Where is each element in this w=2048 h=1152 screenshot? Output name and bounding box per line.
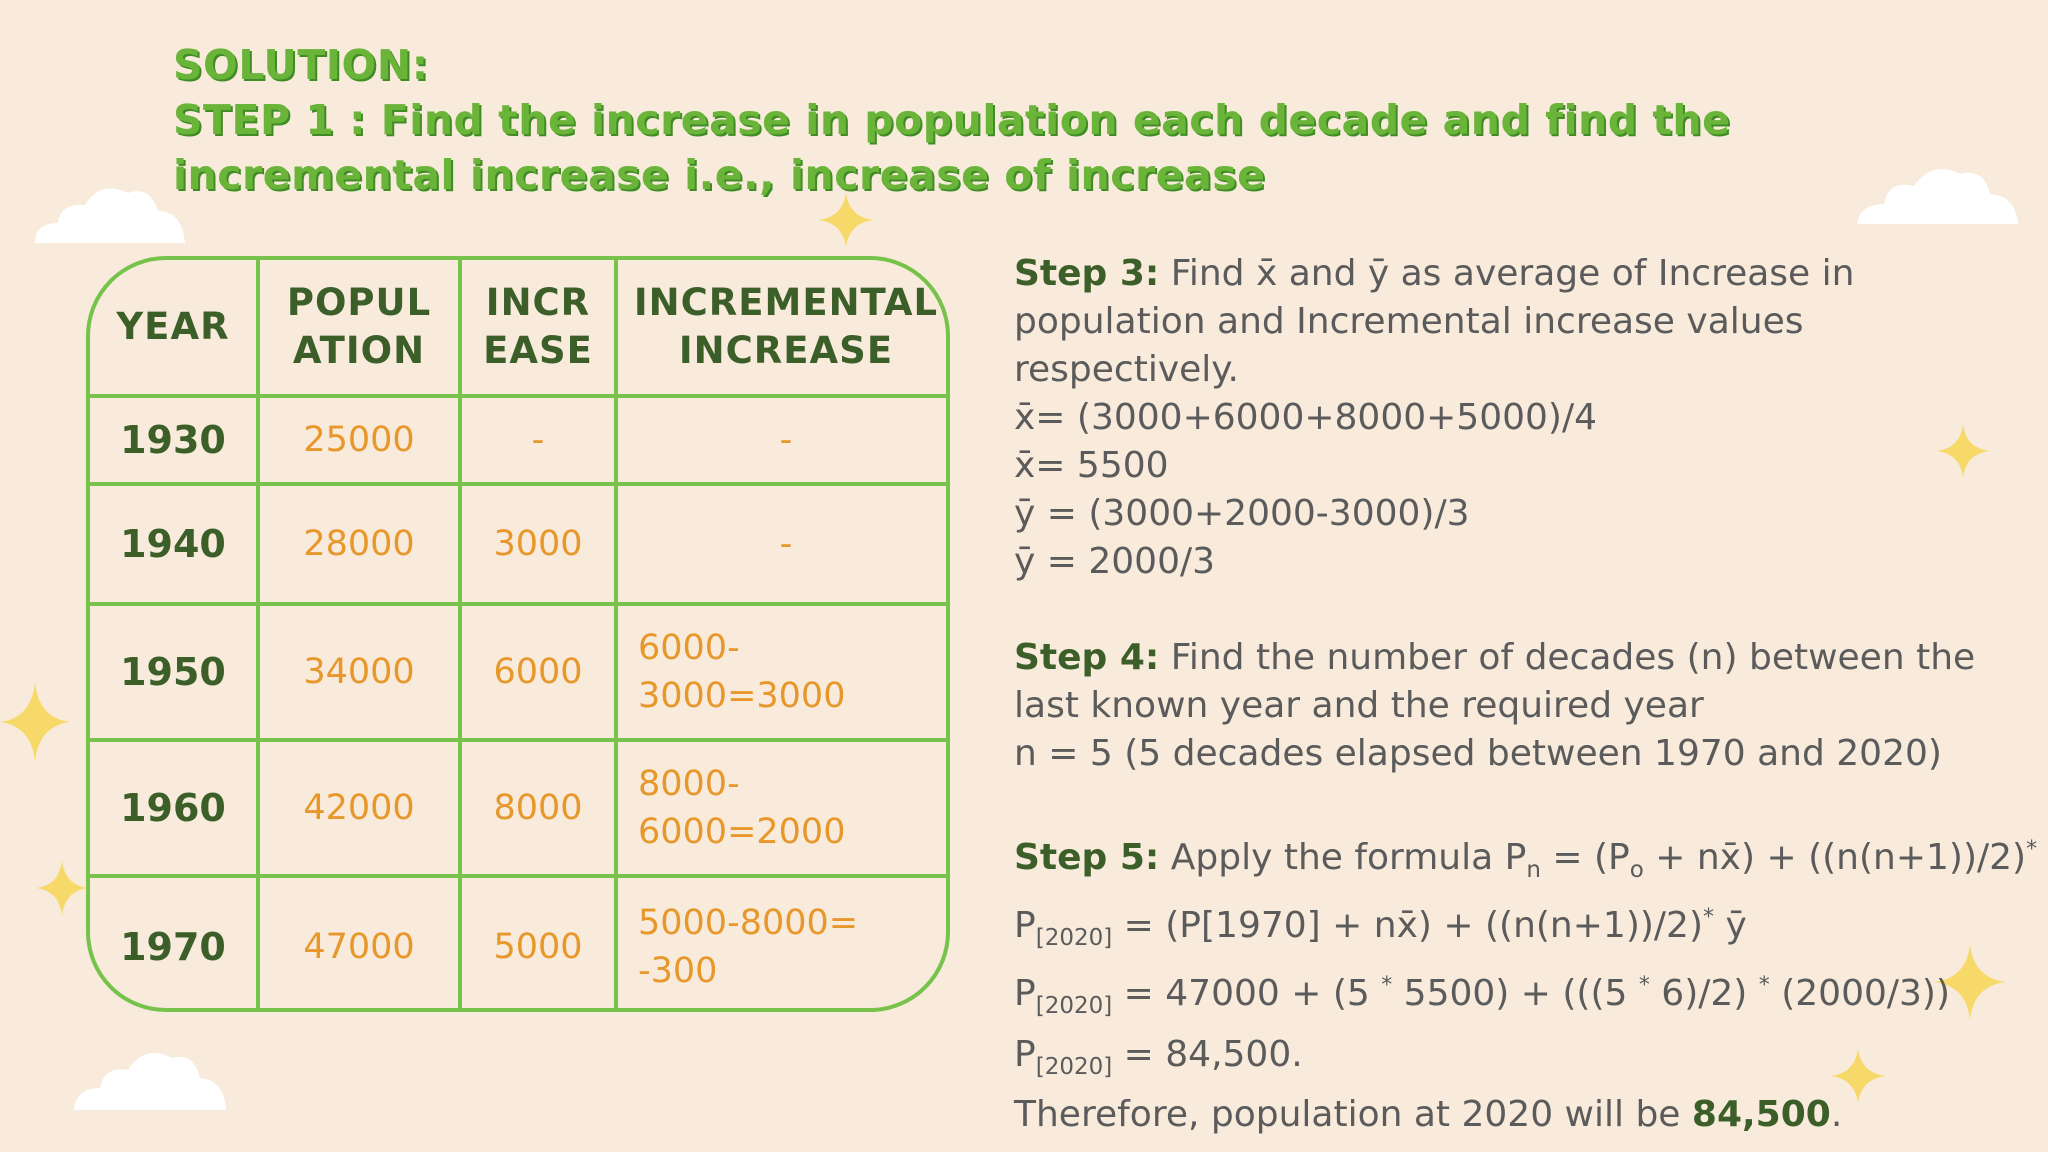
increase-cell: 6000	[458, 602, 618, 742]
cloud-icon	[35, 188, 185, 243]
sparkle-icon	[0, 682, 70, 762]
population-cell: 42000	[256, 738, 462, 878]
population-cell: 25000	[256, 394, 462, 486]
header-population: POPUL ATION	[256, 260, 462, 398]
year-cell: 1950	[90, 602, 260, 742]
step3-line: Step 3: Find x̄ and ȳ as average of Incr…	[1014, 253, 1855, 294]
data-table: YEAR POPUL ATION INCR EASE INCREMENTAL INCR…	[90, 260, 946, 1008]
sparkle-icon	[1936, 424, 1990, 478]
population-cell: 47000	[256, 874, 462, 1008]
equation: P[2020] = (P[1970] + nx̄) + ((n(n+1))/2)…	[1014, 905, 1747, 952]
sparkle-icon	[36, 860, 88, 916]
incremental-cell: 6000- 3000=3000	[614, 602, 946, 742]
step5-label: Step 5:	[1014, 837, 1160, 878]
increase-cell: -	[458, 394, 618, 486]
header-year: YEAR	[90, 260, 260, 398]
increase-cell: 3000	[458, 482, 618, 606]
table-row: 1930 25000 - -	[90, 394, 946, 486]
step4-line: n = 5 (5 decades elapsed between 1970 an…	[1014, 733, 1942, 774]
incremental-cell: -	[614, 394, 946, 486]
population-cell: 34000	[256, 602, 462, 742]
equation: x̄= 5500	[1014, 445, 1169, 486]
equation: ȳ = (3000+2000-3000)/3	[1014, 493, 1470, 534]
sparkle-icon	[818, 192, 874, 248]
header-increase: INCR EASE	[458, 260, 618, 398]
sparkle-icon	[1830, 1048, 1886, 1104]
table-header-row: YEAR POPUL ATION INCR EASE INCREMENTAL INCR…	[90, 260, 946, 398]
step4-line: last known year and the required year	[1014, 685, 1704, 726]
step4-label: Step 4:	[1014, 637, 1160, 678]
solution-steps: Step 3: Find x̄ and ȳ as average of Incr…	[1014, 250, 2038, 1139]
step1-title: STEP 1 : Find the increase in population…	[173, 96, 1731, 199]
step3-line: population and Incremental increase valu…	[1014, 301, 1804, 342]
table-row: 1960 42000 8000 8000- 6000=2000	[90, 738, 946, 878]
cloud-icon	[74, 1053, 226, 1110]
step3-line: respectively.	[1014, 349, 1239, 390]
table-row: 1950 34000 6000 6000- 3000=3000	[90, 602, 946, 742]
solution-title: SOLUTION:	[173, 41, 429, 89]
equation: x̄= (3000+6000+8000+5000)/4	[1014, 397, 1597, 438]
incremental-cell: 5000-8000= -300	[614, 874, 946, 1008]
incremental-cell: 8000- 6000=2000	[614, 738, 946, 878]
sparkle-icon	[1934, 944, 2006, 1020]
page-heading: SOLUTION: STEP 1 : Find the increase in …	[173, 38, 1993, 203]
step5-line: Step 5: Apply the formula Pn = (Po + nx̄…	[1014, 837, 2038, 884]
final-answer: 84,500	[1691, 1093, 1831, 1135]
equation: ȳ = 2000/3	[1014, 541, 1216, 582]
header-incremental: INCREMENTAL INCREASE	[614, 260, 946, 398]
population-table: YEAR POPUL ATION INCR EASE INCREMENTAL INCR…	[86, 256, 950, 1012]
equation: P[2020] = 84,500.	[1014, 1033, 1303, 1080]
year-cell: 1960	[90, 738, 260, 878]
increase-cell: 5000	[458, 874, 618, 1008]
step4-line: Step 4: Find the number of decades (n) b…	[1014, 637, 1976, 678]
equation: P[2020] = 47000 + (5 * 5500) + (((5 * 6)…	[1014, 973, 1951, 1020]
year-cell: 1970	[90, 874, 260, 1008]
step3-label: Step 3:	[1014, 253, 1160, 294]
population-cell: 28000	[256, 482, 462, 606]
incremental-cell: -	[614, 482, 946, 606]
year-cell: 1940	[90, 482, 260, 606]
year-cell: 1930	[90, 394, 260, 486]
table-row: 1940 28000 3000 -	[90, 482, 946, 606]
increase-cell: 8000	[458, 738, 618, 878]
cloud-icon	[1857, 169, 2018, 224]
conclusion: Therefore, population at 2020 will be 84…	[1014, 1093, 1843, 1135]
table-row: 1970 47000 5000 5000-8000= -300	[90, 874, 946, 1008]
